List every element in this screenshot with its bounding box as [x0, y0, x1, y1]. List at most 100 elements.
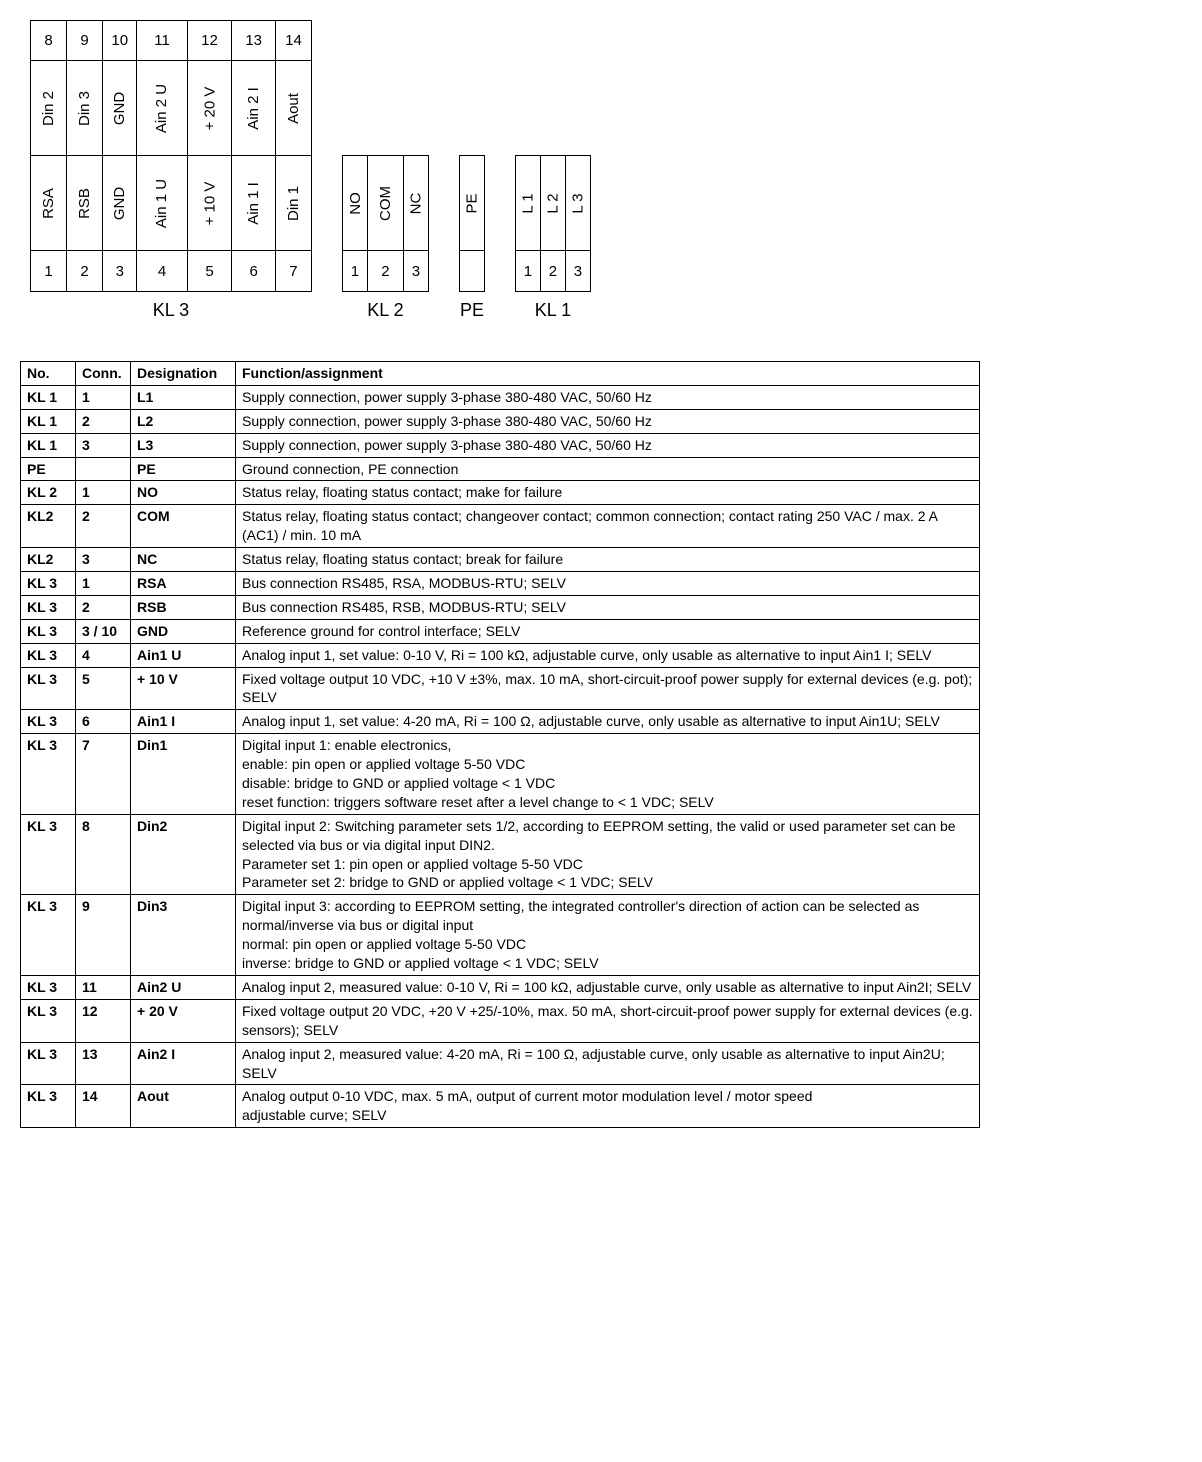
table-row: KL 39Din3Digital input 3: according to E… — [21, 895, 980, 976]
terminal-cell: GND — [103, 156, 136, 251]
table-cell: KL 3 — [21, 814, 76, 895]
table-header-row: No. Conn. Designation Function/assignmen… — [21, 362, 980, 386]
terminal-cell: 3 — [404, 251, 428, 291]
terminal-cell: 10 — [103, 21, 136, 61]
terminal-block-pe: PE PE — [459, 155, 485, 321]
terminal-cell: 1 — [516, 251, 540, 291]
table-row: KL 36Ain1 IAnalog input 1, set value: 4-… — [21, 710, 980, 734]
terminal-cell: GND — [103, 61, 136, 156]
table-cell: Ground connection, PE connection — [236, 457, 980, 481]
table-cell: PE — [131, 457, 236, 481]
table-cell: RSA — [131, 572, 236, 596]
terminal-block-kl2: NO1COM2NC3 KL 2 — [342, 155, 429, 321]
table-row: KL 21NOStatus relay, floating status con… — [21, 481, 980, 505]
table-row: KL 313Ain2 IAnalog input 2, measured val… — [21, 1042, 980, 1085]
terminal-cell: Ain 1 U — [137, 156, 186, 251]
terminal-cell: 9 — [67, 21, 102, 61]
table-cell: KL 3 — [21, 895, 76, 976]
table-cell: Status relay, floating status contact; m… — [236, 481, 980, 505]
table-cell: Digital input 2: Switching parameter set… — [236, 814, 980, 895]
table-cell: + 20 V — [131, 999, 236, 1042]
table-cell: KL 3 — [21, 975, 76, 999]
terminal-cell: 14 — [276, 21, 311, 61]
table-cell: Fixed voltage output 20 VDC, +20 V +25/-… — [236, 999, 980, 1042]
table-cell: 3 / 10 — [76, 619, 131, 643]
table-cell: PE — [21, 457, 76, 481]
table-cell: 1 — [76, 572, 131, 596]
terminal-cell: Din 3 — [67, 61, 102, 156]
terminal-label-kl3: KL 3 — [153, 300, 189, 321]
table-cell: Digital input 1: enable electronics,enab… — [236, 734, 980, 815]
table-cell: 1 — [76, 481, 131, 505]
table-cell: 6 — [76, 710, 131, 734]
table-cell: KL 3 — [21, 595, 76, 619]
table-cell: 7 — [76, 734, 131, 815]
table-cell: 3 — [76, 433, 131, 457]
table-cell: KL 1 — [21, 385, 76, 409]
table-cell: 12 — [76, 999, 131, 1042]
table-cell: Analog input 1, set value: 4-20 mA, Ri =… — [236, 710, 980, 734]
terminal-cell: 1 — [343, 251, 367, 291]
terminal-cell: 12 — [188, 21, 232, 61]
table-cell: L1 — [131, 385, 236, 409]
terminal-cell: 2 — [541, 251, 565, 291]
table-cell: 11 — [76, 975, 131, 999]
pin-assignment-table: No. Conn. Designation Function/assignmen… — [20, 361, 980, 1128]
table-cell: Status relay, floating status contact; c… — [236, 505, 980, 548]
table-cell: 8 — [76, 814, 131, 895]
table-cell: KL2 — [21, 505, 76, 548]
terminal-cell: + 20 V — [188, 61, 232, 156]
col-conn: Conn. — [76, 362, 131, 386]
table-cell: Bus connection RS485, RSB, MODBUS-RTU; S… — [236, 595, 980, 619]
table-cell: Din2 — [131, 814, 236, 895]
table-cell: 3 — [76, 548, 131, 572]
col-func: Function/assignment — [236, 362, 980, 386]
table-cell: Supply connection, power supply 3-phase … — [236, 385, 980, 409]
terminal-label-kl1: KL 1 — [535, 300, 571, 321]
table-cell: L3 — [131, 433, 236, 457]
terminal-cell: L 1 — [516, 156, 540, 251]
table-cell: 2 — [76, 409, 131, 433]
table-cell: Analog input 2, measured value: 0-10 V, … — [236, 975, 980, 999]
terminal-cell: Ain 2 U — [137, 61, 186, 156]
terminal-block-kl1: L 11L 22L 33 KL 1 — [515, 155, 591, 321]
table-cell: Ain2 U — [131, 975, 236, 999]
terminal-cell: NO — [343, 156, 367, 251]
terminal-block-kl3: 8Din 2RSA19Din 3RSB210GNDGND311Ain 2 UAi… — [30, 20, 312, 321]
terminal-cell: L 2 — [541, 156, 565, 251]
table-cell: KL 3 — [21, 643, 76, 667]
table-cell: GND — [131, 619, 236, 643]
table-row: KL 314AoutAnalog output 0-10 VDC, max. 5… — [21, 1085, 980, 1128]
table-cell: Supply connection, power supply 3-phase … — [236, 433, 980, 457]
table-cell: KL 3 — [21, 1042, 76, 1085]
terminal-cell: Ain 1 I — [232, 156, 275, 251]
terminal-cell: 6 — [232, 251, 275, 291]
table-row: KL 11L1Supply connection, power supply 3… — [21, 385, 980, 409]
terminal-cell: 5 — [188, 251, 232, 291]
table-cell: KL 3 — [21, 667, 76, 710]
table-cell: Din1 — [131, 734, 236, 815]
table-cell: Aout — [131, 1085, 236, 1128]
table-row: KL 31RSABus connection RS485, RSA, MODBU… — [21, 572, 980, 596]
table-cell: 5 — [76, 667, 131, 710]
table-cell: 2 — [76, 595, 131, 619]
terminal-label-kl2: KL 2 — [367, 300, 403, 321]
table-cell: Ain1 I — [131, 710, 236, 734]
terminal-cell: 11 — [137, 21, 186, 61]
terminal-cell: NC — [404, 156, 428, 251]
table-cell: 2 — [76, 505, 131, 548]
table-row: KL 35+ 10 VFixed voltage output 10 VDC, … — [21, 667, 980, 710]
terminal-cell: 8 — [31, 21, 66, 61]
terminal-cell: Aout — [276, 61, 311, 156]
table-row: KL 13L3Supply connection, power supply 3… — [21, 433, 980, 457]
table-cell: KL 3 — [21, 734, 76, 815]
table-cell: Ain2 I — [131, 1042, 236, 1085]
table-cell: 1 — [76, 385, 131, 409]
table-cell: Digital input 3: according to EEPROM set… — [236, 895, 980, 976]
table-cell: Supply connection, power supply 3-phase … — [236, 409, 980, 433]
table-row: KL 12L2Supply connection, power supply 3… — [21, 409, 980, 433]
table-cell: + 10 V — [131, 667, 236, 710]
table-cell: 13 — [76, 1042, 131, 1085]
terminal-cell: 2 — [368, 251, 403, 291]
table-cell: 4 — [76, 643, 131, 667]
